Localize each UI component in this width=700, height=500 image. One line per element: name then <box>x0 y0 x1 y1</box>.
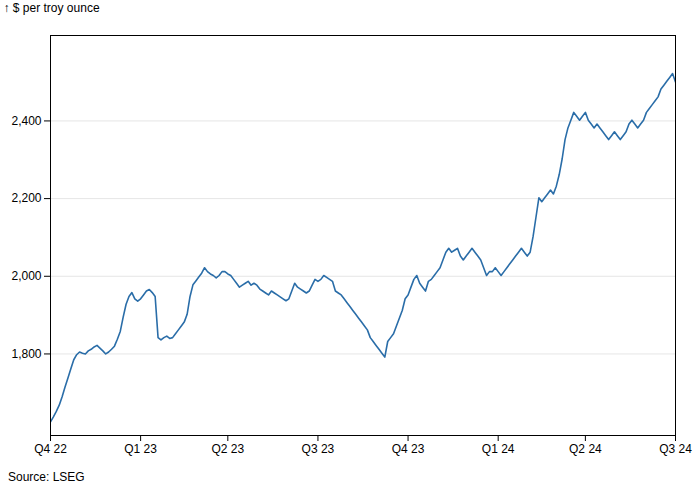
svg-text:Q2 23: Q2 23 <box>211 442 244 456</box>
svg-text:Q4 22: Q4 22 <box>34 442 67 456</box>
html-text:Source: LSEG: Source: LSEG <box>8 470 85 484</box>
svg-text:Q2 24: Q2 24 <box>569 442 602 456</box>
svg-text:↑ $ per troy ounce: ↑ $ per troy ounce <box>4 1 100 15</box>
svg-text:Q3 24: Q3 24 <box>659 442 692 456</box>
svg-text:Q4 23: Q4 23 <box>392 442 425 456</box>
svg-text:Q1 24: Q1 24 <box>482 442 515 456</box>
svg-text:Q3 23: Q3 23 <box>302 442 335 456</box>
svg-text:1,800: 1,800 <box>11 347 41 361</box>
svg-text:2,200: 2,200 <box>11 191 41 205</box>
svg-text:2,000: 2,000 <box>11 269 41 283</box>
svg-text:2,400: 2,400 <box>11 114 41 128</box>
svg-text:Q1 23: Q1 23 <box>124 442 157 456</box>
